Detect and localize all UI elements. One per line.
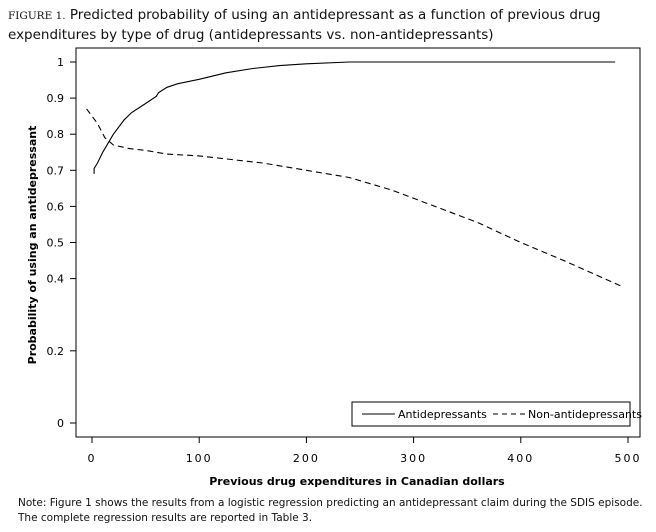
- legend-label-non-antidepressants: Non-antidepressants: [528, 408, 642, 421]
- y-tick-label: 0.2: [47, 345, 65, 358]
- x-tick-label: 0: [88, 452, 97, 465]
- legend-label-antidepressants: Antidepressants: [398, 408, 487, 421]
- series-line-antidepressants: [93, 61, 616, 174]
- y-axis-label: Probability of using an antidepressant: [26, 126, 39, 365]
- x-tick-label: 200: [293, 452, 320, 465]
- figure-label: FIGURE 1.: [8, 10, 66, 22]
- x-axis: 0 100 200 300 400 500: [88, 437, 642, 465]
- x-axis-label: Previous drug expenditures in Canadian d…: [209, 475, 505, 488]
- legend: Antidepressants Non-antidepressants: [351, 401, 642, 427]
- y-tick-label: 0.9: [47, 92, 65, 105]
- y-tick-label: 0.4: [47, 273, 65, 286]
- legend-box: [351, 401, 631, 427]
- series-lines: [86, 61, 621, 287]
- series-line-non-antidepressants: [86, 108, 621, 287]
- x-tick-label: 300: [400, 452, 427, 465]
- y-tick-label: 0: [57, 417, 64, 430]
- y-tick-label: 0.6: [47, 200, 65, 213]
- figure-caption: FIGURE 1. Predicted probability of using…: [8, 6, 648, 45]
- figure-title: Predicted probability of using an antide…: [8, 7, 601, 43]
- y-tick-label: 1: [57, 56, 64, 69]
- y-tick-label: 0.8: [47, 128, 65, 141]
- y-axis: 0 0.2 0.4 0.5 0.6 0.7 0.8 0.9 1: [47, 56, 76, 430]
- figure-note: Note: Figure 1 shows the results from a …: [18, 497, 643, 524]
- y-tick-label: 0.7: [47, 164, 65, 177]
- y-tick-label: 0.5: [47, 237, 65, 250]
- x-tick-label: 100: [186, 452, 213, 465]
- plot-frame: [75, 47, 641, 438]
- x-tick-label: 400: [507, 452, 534, 465]
- x-tick-label: 500: [615, 452, 642, 465]
